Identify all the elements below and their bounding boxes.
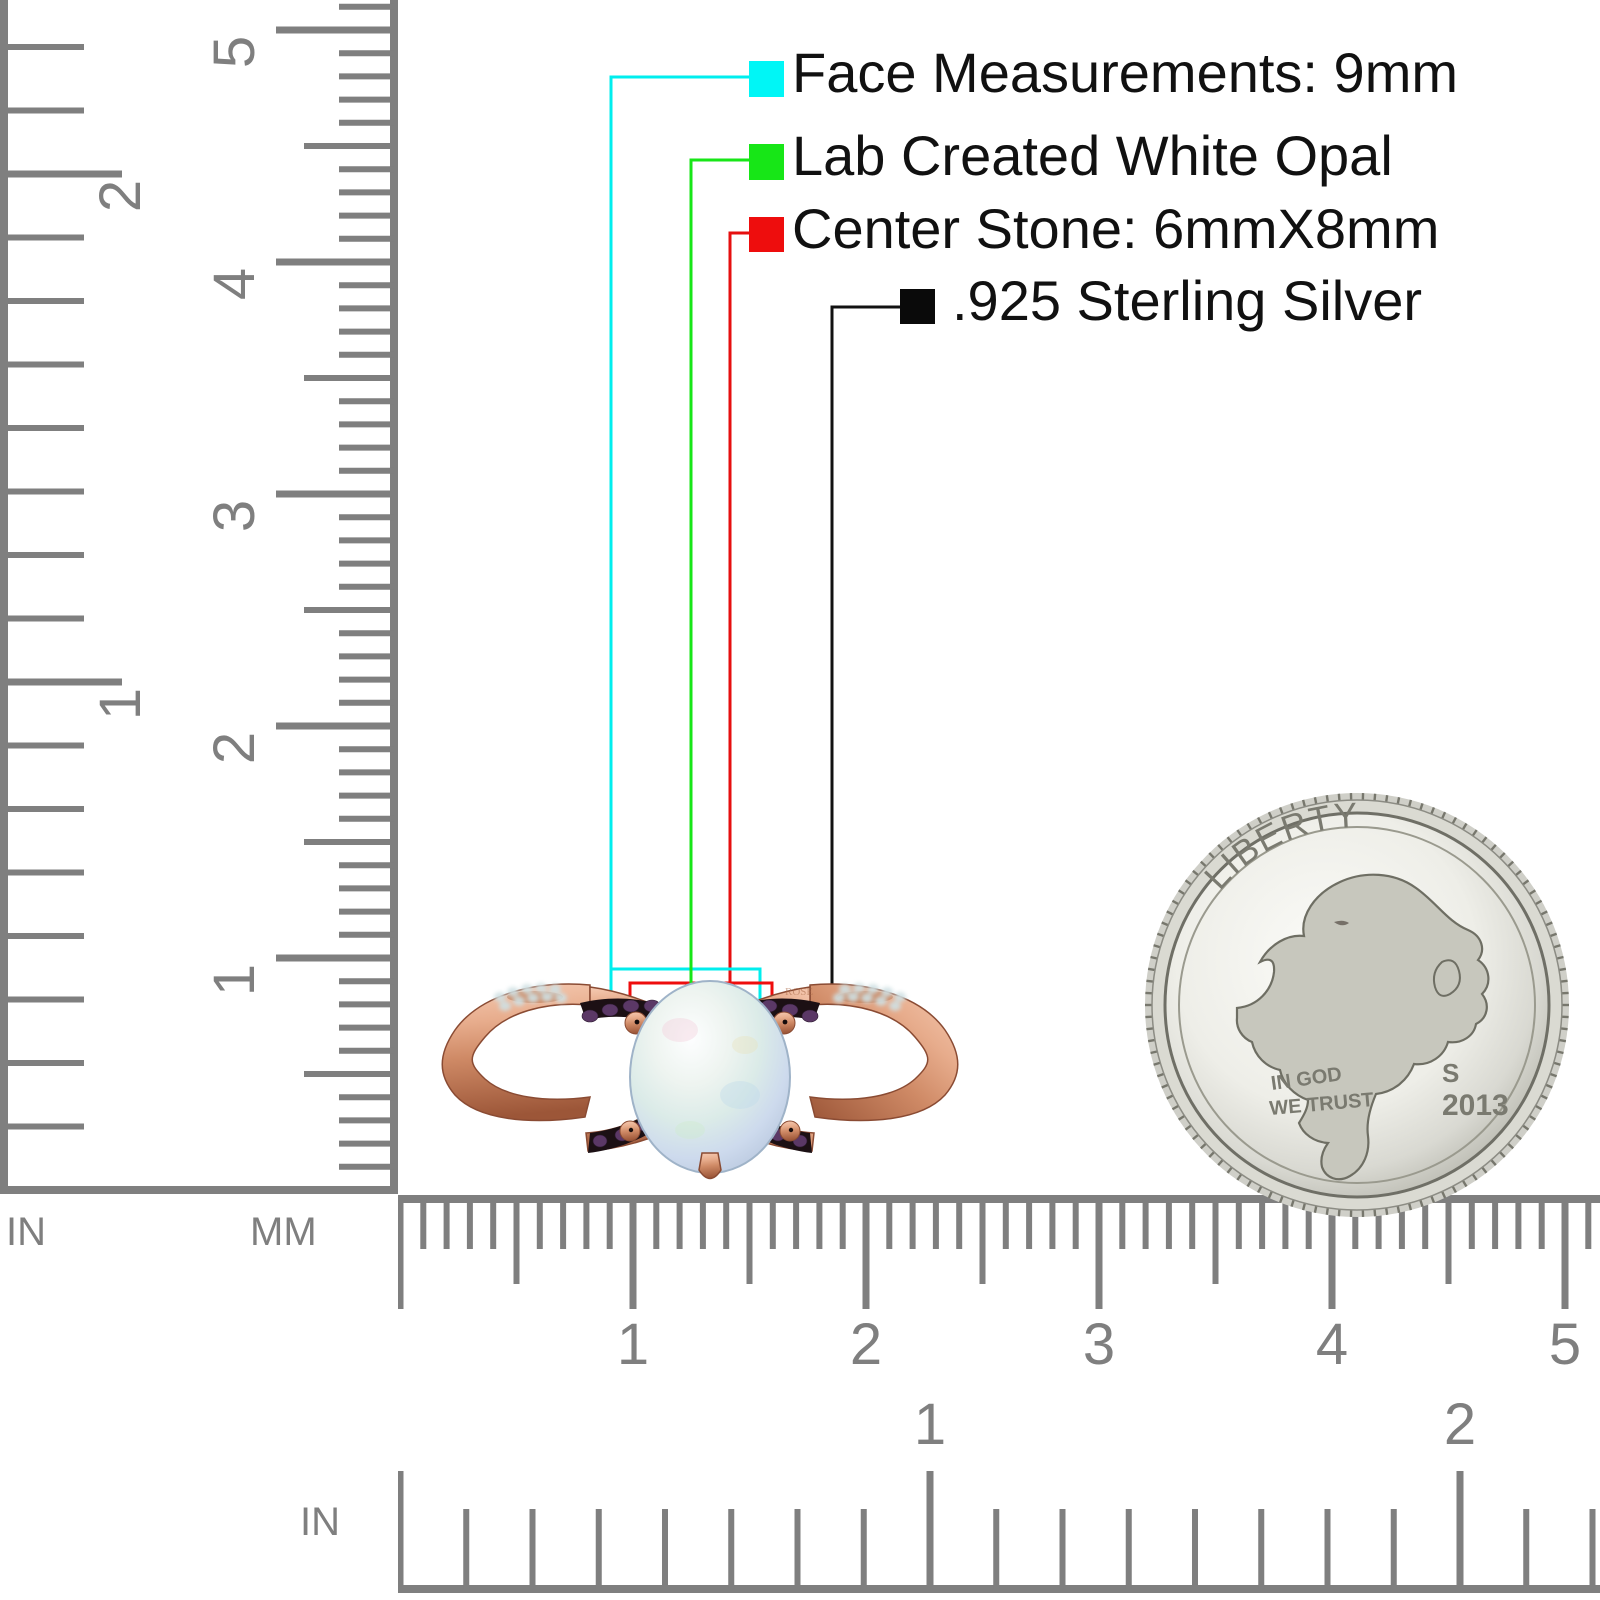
svg-text:3: 3 <box>1083 1312 1115 1377</box>
svg-text:4: 4 <box>1316 1312 1348 1377</box>
svg-text:2013: 2013 <box>1442 1089 1509 1122</box>
svg-text:Center Stone: 6mmX8mm: Center Stone: 6mmX8mm <box>792 197 1439 260</box>
svg-text:Lab Created White Opal: Lab Created White Opal <box>792 124 1393 187</box>
svg-text:.925 Sterling Silver: .925 Sterling Silver <box>952 269 1422 332</box>
svg-text:2: 2 <box>850 1312 882 1377</box>
svg-text:2: 2 <box>1444 1392 1476 1457</box>
svg-text:1: 1 <box>914 1392 946 1457</box>
svg-text:1: 1 <box>617 1312 649 1377</box>
svg-text:5: 5 <box>1549 1312 1581 1377</box>
svg-text:S: S <box>1442 1058 1459 1088</box>
svg-text:Face Measurements: 9mm: Face Measurements: 9mm <box>792 41 1458 104</box>
svg-text:ROSE: ROSE <box>785 986 813 998</box>
